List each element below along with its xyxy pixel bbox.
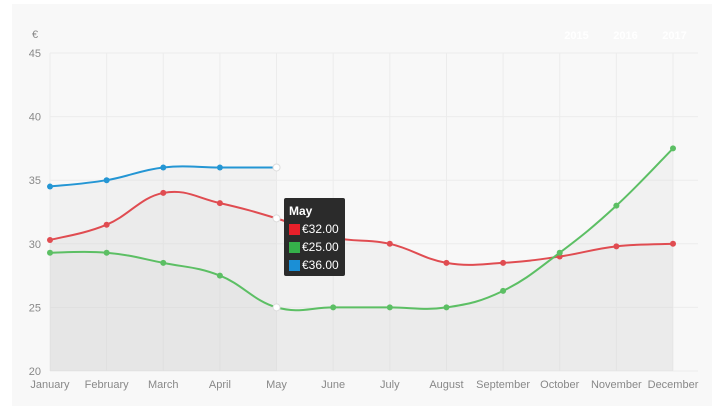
- y-tick-label: 25: [29, 302, 41, 314]
- point-2017-January: [47, 183, 53, 190]
- legend-2017[interactable]: 2017: [662, 30, 687, 42]
- y-unit-label: €: [32, 29, 38, 41]
- point-2016-January: [47, 249, 53, 256]
- point-2016-July: [386, 304, 393, 311]
- x-tick-label: March: [148, 379, 179, 391]
- point-2016-August: [443, 304, 450, 311]
- point-2017-April: [216, 164, 223, 171]
- x-tick-label: April: [209, 379, 231, 391]
- point-2015-September: [500, 259, 507, 266]
- tooltip-row: €25.00: [284, 238, 345, 256]
- x-tick-label: February: [85, 379, 130, 391]
- point-2015-November: [613, 243, 620, 250]
- x-tick-label: January: [30, 379, 70, 391]
- y-tick-label: 30: [29, 239, 41, 251]
- tooltip-title: May: [289, 204, 313, 218]
- x-tick-label: December: [648, 379, 699, 391]
- point-2015-April: [216, 200, 223, 207]
- point-2017-March: [160, 164, 167, 171]
- area-2015: [50, 191, 673, 371]
- point-2015-August: [443, 259, 450, 266]
- point-2017-February: [103, 177, 110, 184]
- x-tick-label: May: [266, 379, 287, 391]
- legend-2015[interactable]: 2015: [564, 30, 589, 42]
- y-tick-label: 35: [29, 175, 41, 187]
- y-tick-label: 40: [29, 112, 41, 124]
- tooltip-value: €25.00: [302, 240, 339, 254]
- tooltip-row: €32.00: [284, 220, 345, 238]
- legend-2016[interactable]: 2016: [613, 30, 638, 42]
- x-tick-label: July: [380, 379, 400, 391]
- point-2015-January: [47, 236, 53, 243]
- point-2015-May: [272, 214, 281, 223]
- area-2017: [50, 166, 277, 371]
- point-2016-September: [500, 287, 507, 294]
- point-2016-June: [330, 304, 337, 311]
- point-2015-February: [103, 221, 110, 228]
- tooltip-value: €36.00: [302, 258, 339, 272]
- x-tick-label: November: [591, 379, 642, 391]
- point-2015-July: [386, 240, 393, 247]
- x-tick-label: June: [321, 379, 345, 391]
- point-2016-December: [670, 145, 676, 152]
- tooltip: May €32.00 €25.00 €36.00: [284, 198, 345, 276]
- swatch-2017: [289, 259, 300, 271]
- swatch-2016: [289, 241, 300, 253]
- y-tick-label: 20: [29, 366, 41, 378]
- point-2016-March: [160, 259, 167, 266]
- line-2015: [49, 190, 674, 266]
- point-2016-November: [613, 202, 620, 209]
- x-tick-label: August: [429, 379, 463, 391]
- point-2016-May: [272, 303, 281, 312]
- point-2015-March: [160, 189, 167, 196]
- point-2015-December: [670, 240, 676, 247]
- point-2016-February: [103, 249, 110, 256]
- x-tick-label: October: [540, 379, 579, 391]
- point-2017-May: [272, 163, 281, 172]
- tooltip-value: €32.00: [302, 222, 339, 236]
- x-tick-label: September: [476, 379, 530, 391]
- y-tick-label: 45: [29, 48, 41, 60]
- point-2016-October: [556, 249, 563, 256]
- swatch-2015: [289, 223, 300, 235]
- point-2016-April: [216, 272, 223, 279]
- chart-panel: 20 25 30 35 40 45 € January February March April Ma…: [12, 4, 712, 406]
- tooltip-row: €36.00: [284, 256, 345, 274]
- line-chart: 20 25 30 35 40 45 € January February March April Ma…: [29, 29, 699, 391]
- area-2016: [50, 148, 673, 371]
